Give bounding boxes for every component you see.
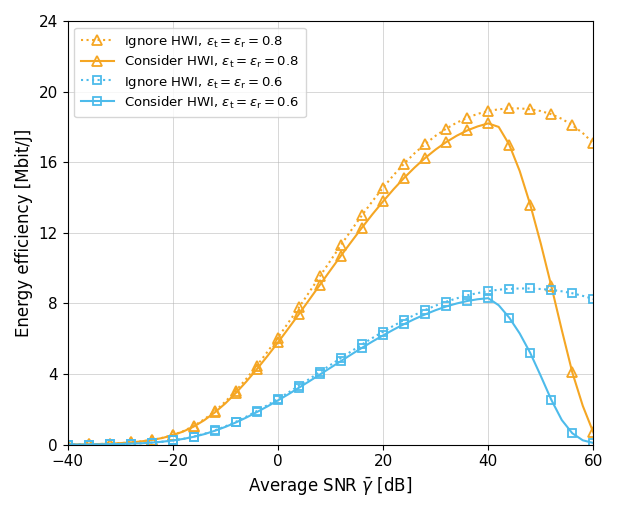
Ignore HWI, $\varepsilon_{\mathrm{t}} = \varepsilon_{\mathrm{r}} = 0.8$: [222, 398, 229, 404]
Ignore HWI, $\varepsilon_{\mathrm{t}} = \varepsilon_{\mathrm{r}} = 0.8$: [590, 140, 597, 146]
Ignore HWI, $\varepsilon_{\mathrm{t}} = \varepsilon_{\mathrm{r}} = 0.6$: [442, 298, 450, 305]
Consider HWI, $\varepsilon_{\mathrm{t}} = \varepsilon_{\mathrm{r}} = 0.6$: [232, 419, 240, 425]
Consider HWI, $\varepsilon_{\mathrm{t}} = \varepsilon_{\mathrm{r}} = 0.6$: [180, 436, 187, 442]
X-axis label: Average SNR $\bar{\gamma}$ [dB]: Average SNR $\bar{\gamma}$ [dB]: [248, 475, 413, 497]
Ignore HWI, $\varepsilon_{\mathrm{t}} = \varepsilon_{\mathrm{r}} = 0.8$: [411, 150, 418, 156]
Consider HWI, $\varepsilon_{\mathrm{t}} = \varepsilon_{\mathrm{r}} = 0.8$: [222, 400, 229, 407]
Line: Ignore HWI, $\varepsilon_{\mathrm{t}} = \varepsilon_{\mathrm{r}} = 0.6$: Ignore HWI, $\varepsilon_{\mathrm{t}} = …: [64, 284, 598, 449]
Consider HWI, $\varepsilon_{\mathrm{t}} = \varepsilon_{\mathrm{r}} = 0.8$: [485, 120, 492, 126]
Ignore HWI, $\varepsilon_{\mathrm{t}} = \varepsilon_{\mathrm{r}} = 0.8$: [64, 441, 71, 447]
Consider HWI, $\varepsilon_{\mathrm{t}} = \varepsilon_{\mathrm{r}} = 0.8$: [411, 164, 418, 170]
Consider HWI, $\varepsilon_{\mathrm{t}} = \varepsilon_{\mathrm{r}} = 0.8$: [64, 441, 71, 447]
Ignore HWI, $\varepsilon_{\mathrm{t}} = \varepsilon_{\mathrm{r}} = 0.6$: [516, 285, 523, 291]
Ignore HWI, $\varepsilon_{\mathrm{t}} = \varepsilon_{\mathrm{r}} = 0.6$: [411, 312, 418, 318]
Consider HWI, $\varepsilon_{\mathrm{t}} = \varepsilon_{\mathrm{r}} = 0.6$: [442, 304, 450, 310]
Consider HWI, $\varepsilon_{\mathrm{t}} = \varepsilon_{\mathrm{r}} = 0.6$: [411, 316, 418, 322]
Legend: Ignore HWI, $\varepsilon_{\mathrm{t}} = \varepsilon_{\mathrm{r}} = 0.8$, Conside: Ignore HWI, $\varepsilon_{\mathrm{t}} = …: [74, 28, 306, 117]
Consider HWI, $\varepsilon_{\mathrm{t}} = \varepsilon_{\mathrm{r}} = 0.8$: [590, 429, 597, 435]
Ignore HWI, $\varepsilon_{\mathrm{t}} = \varepsilon_{\mathrm{r}} = 0.6$: [64, 441, 71, 447]
Ignore HWI, $\varepsilon_{\mathrm{t}} = \varepsilon_{\mathrm{r}} = 0.8$: [579, 130, 586, 136]
Consider HWI, $\varepsilon_{\mathrm{t}} = \varepsilon_{\mathrm{r}} = 0.6$: [64, 441, 71, 447]
Consider HWI, $\varepsilon_{\mathrm{t}} = \varepsilon_{\mathrm{r}} = 0.6$: [485, 295, 492, 301]
Y-axis label: Energy efficiency [Mbit/J]: Energy efficiency [Mbit/J]: [15, 129, 33, 337]
Ignore HWI, $\varepsilon_{\mathrm{t}} = \varepsilon_{\mathrm{r}} = 0.6$: [590, 296, 597, 302]
Ignore HWI, $\varepsilon_{\mathrm{t}} = \varepsilon_{\mathrm{r}} = 0.6$: [579, 293, 586, 299]
Consider HWI, $\varepsilon_{\mathrm{t}} = \varepsilon_{\mathrm{r}} = 0.8$: [442, 139, 450, 145]
Ignore HWI, $\varepsilon_{\mathrm{t}} = \varepsilon_{\mathrm{r}} = 0.8$: [442, 125, 450, 132]
Ignore HWI, $\varepsilon_{\mathrm{t}} = \varepsilon_{\mathrm{r}} = 0.6$: [222, 423, 229, 430]
Ignore HWI, $\varepsilon_{\mathrm{t}} = \varepsilon_{\mathrm{r}} = 0.6$: [232, 419, 240, 425]
Consider HWI, $\varepsilon_{\mathrm{t}} = \varepsilon_{\mathrm{r}} = 0.8$: [180, 429, 187, 435]
Ignore HWI, $\varepsilon_{\mathrm{t}} = \varepsilon_{\mathrm{r}} = 0.8$: [232, 388, 240, 394]
Consider HWI, $\varepsilon_{\mathrm{t}} = \varepsilon_{\mathrm{r}} = 0.6$: [579, 437, 586, 443]
Line: Ignore HWI, $\varepsilon_{\mathrm{t}} = \varepsilon_{\mathrm{r}} = 0.8$: Ignore HWI, $\varepsilon_{\mathrm{t}} = …: [63, 103, 598, 450]
Consider HWI, $\varepsilon_{\mathrm{t}} = \varepsilon_{\mathrm{r}} = 0.6$: [222, 424, 229, 430]
Ignore HWI, $\varepsilon_{\mathrm{t}} = \varepsilon_{\mathrm{r}} = 0.8$: [180, 428, 187, 434]
Line: Consider HWI, $\varepsilon_{\mathrm{t}} = \varepsilon_{\mathrm{r}} = 0.6$: Consider HWI, $\varepsilon_{\mathrm{t}} …: [64, 294, 598, 449]
Line: Consider HWI, $\varepsilon_{\mathrm{t}} = \varepsilon_{\mathrm{r}} = 0.8$: Consider HWI, $\varepsilon_{\mathrm{t}} …: [63, 119, 598, 450]
Consider HWI, $\varepsilon_{\mathrm{t}} = \varepsilon_{\mathrm{r}} = 0.8$: [579, 403, 586, 409]
Ignore HWI, $\varepsilon_{\mathrm{t}} = \varepsilon_{\mathrm{r}} = 0.6$: [180, 436, 187, 442]
Consider HWI, $\varepsilon_{\mathrm{t}} = \varepsilon_{\mathrm{r}} = 0.8$: [232, 390, 240, 396]
Consider HWI, $\varepsilon_{\mathrm{t}} = \varepsilon_{\mathrm{r}} = 0.6$: [590, 440, 597, 446]
Ignore HWI, $\varepsilon_{\mathrm{t}} = \varepsilon_{\mathrm{r}} = 0.8$: [506, 105, 513, 112]
